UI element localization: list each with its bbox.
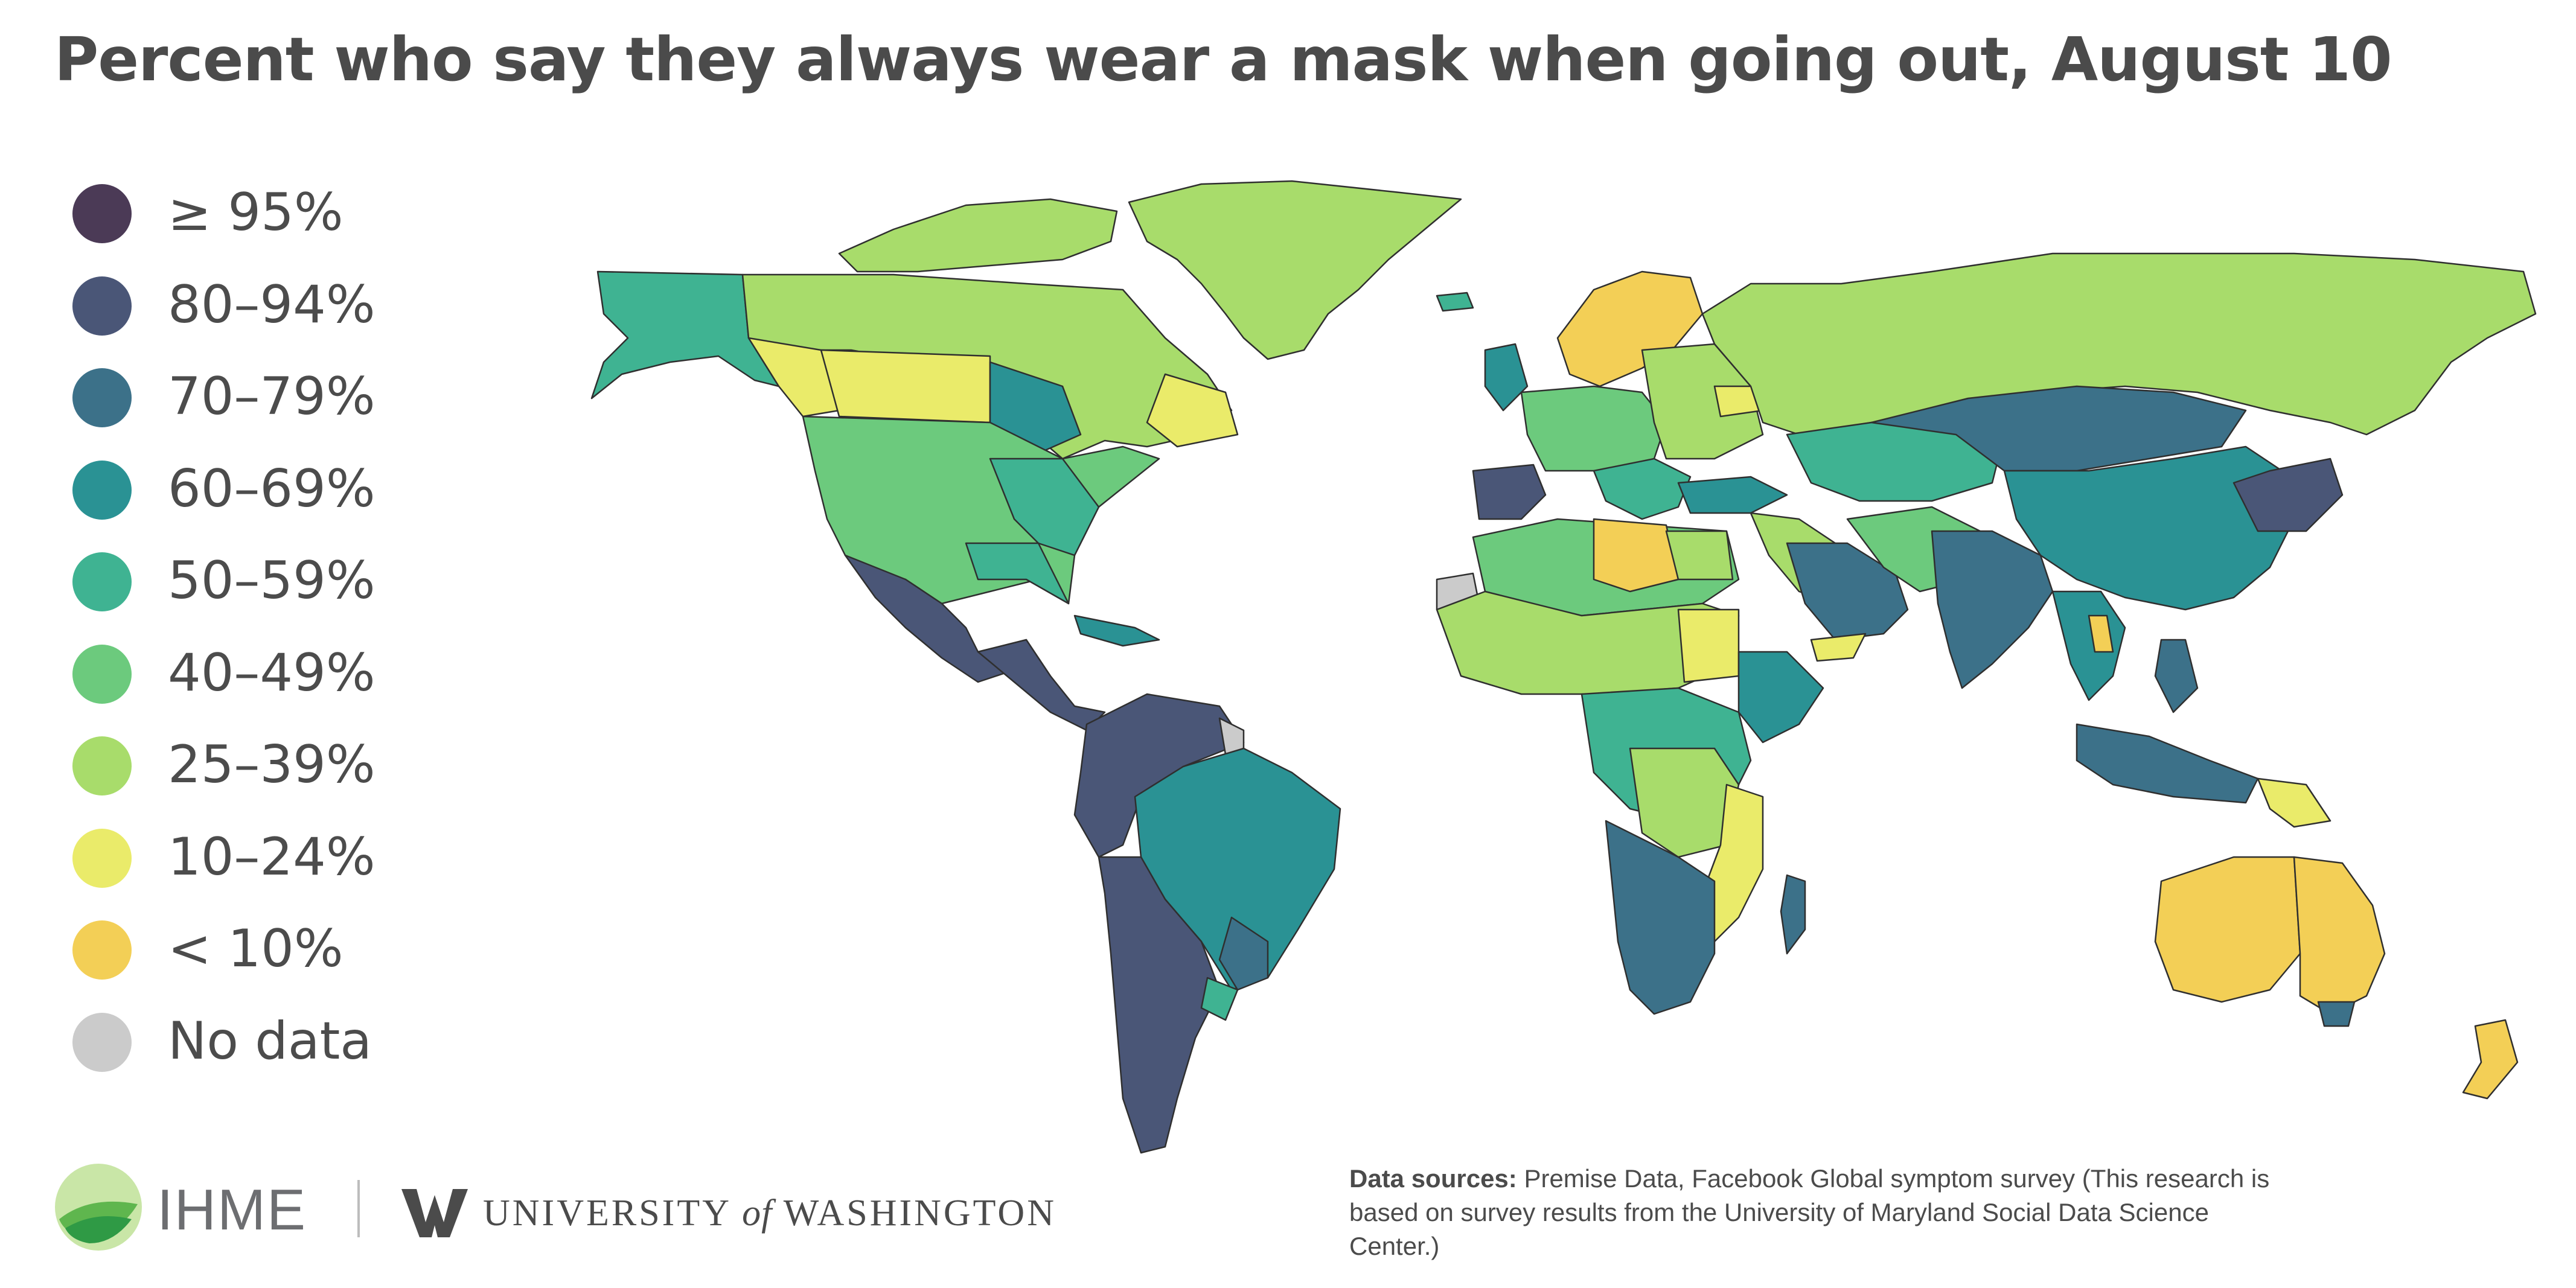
region-turkey <box>1677 476 1788 514</box>
legend-swatch <box>72 184 132 243</box>
region-iberia <box>1472 464 1547 520</box>
legend-swatch <box>72 368 132 427</box>
region-southern-cone <box>1098 856 1221 1154</box>
region-china <box>2003 445 2295 611</box>
region-indonesia <box>2076 723 2259 804</box>
region-arctic-islands <box>838 198 1118 273</box>
region-western-europe <box>1520 385 1667 472</box>
uw-wordmark-university: UNIVERSITY <box>483 1193 730 1234</box>
uw-w-icon <box>398 1186 471 1243</box>
legend-label: 50–59% <box>168 550 376 611</box>
region-libya <box>1593 518 1680 593</box>
legend-label: 25–39% <box>168 735 376 795</box>
legend-swatch <box>72 736 132 795</box>
region-uruguay <box>1200 977 1239 1021</box>
region-korea-japan <box>2232 457 2344 532</box>
region-usa-southeast <box>965 542 1070 605</box>
region-papua <box>2257 777 2332 828</box>
region-scandinavia <box>1556 270 1704 387</box>
uw-wordmark: UNIVERSITY of WASHINGTON <box>483 1192 1056 1235</box>
region-egypt <box>1665 530 1734 581</box>
legend-swatch <box>72 1012 132 1072</box>
region-central-america <box>977 639 1106 732</box>
uw-wordmark-of: of <box>742 1193 773 1234</box>
region-brazil-south <box>1218 916 1269 991</box>
region-greenland <box>1128 180 1462 360</box>
data-sources-label: Data sources: <box>1349 1164 1517 1193</box>
legend-label: 60–69% <box>168 458 376 519</box>
region-victoria <box>2317 1001 2356 1027</box>
data-sources-note: Data sources: Premise Data, Facebook Glo… <box>1349 1162 2291 1263</box>
legend-swatch <box>72 552 132 611</box>
legend-label: 80–94% <box>168 274 376 335</box>
region-australia-east <box>2293 856 2386 1015</box>
region-saudi-arabia <box>1786 542 1909 641</box>
region-canada-prairies <box>820 349 991 424</box>
map-title: Percent who say they always wear a mask … <box>54 24 2392 95</box>
legend-label: No data <box>168 1010 372 1071</box>
region-horn-africa <box>1737 651 1824 744</box>
region-tanzania-moz <box>1701 783 1764 943</box>
legend-swatch <box>72 644 132 704</box>
ihme-logo-icon <box>53 1162 144 1255</box>
region-uk-ireland <box>1484 343 1529 412</box>
legend-label: < 10% <box>168 919 344 979</box>
region-laos <box>2088 614 2114 653</box>
legend-label: 70–79% <box>168 366 376 427</box>
legend-swatch <box>72 276 132 336</box>
region-iceland <box>1436 292 1474 312</box>
region-canada-bc <box>747 337 840 418</box>
region-madagascar <box>1780 874 1806 955</box>
ihme-wordmark: IHME <box>157 1178 307 1242</box>
region-italy-balkans <box>1593 457 1692 520</box>
region-southern-africa <box>1605 820 1716 1015</box>
legend-swatch <box>72 920 132 980</box>
data-sources-text: Premise Data, Facebook Global symptom su… <box>1349 1164 2270 1260</box>
region-southeast-asia <box>2051 590 2126 701</box>
footer-divider <box>357 1180 360 1237</box>
legend-label: 40–49% <box>168 642 376 703</box>
legend-swatch <box>72 460 132 520</box>
region-mongolia-kazakh <box>1870 385 2247 472</box>
region-sudan <box>1677 608 1740 683</box>
legend-label: 10–24% <box>168 826 376 887</box>
region-yemen <box>1810 633 1867 662</box>
region-philippines <box>2154 639 2199 713</box>
region-australia-west <box>2154 856 2301 1003</box>
legend-swatch <box>72 828 132 888</box>
region-usa-east <box>989 457 1100 556</box>
legend-label: ≥ 95% <box>168 182 344 243</box>
region-new-zealand <box>2462 1019 2519 1100</box>
region-india <box>1931 530 2054 689</box>
uw-wordmark-washington: WASHINGTON <box>783 1193 1056 1234</box>
region-canada-east <box>1146 373 1239 448</box>
region-caribbean <box>1073 614 1160 647</box>
